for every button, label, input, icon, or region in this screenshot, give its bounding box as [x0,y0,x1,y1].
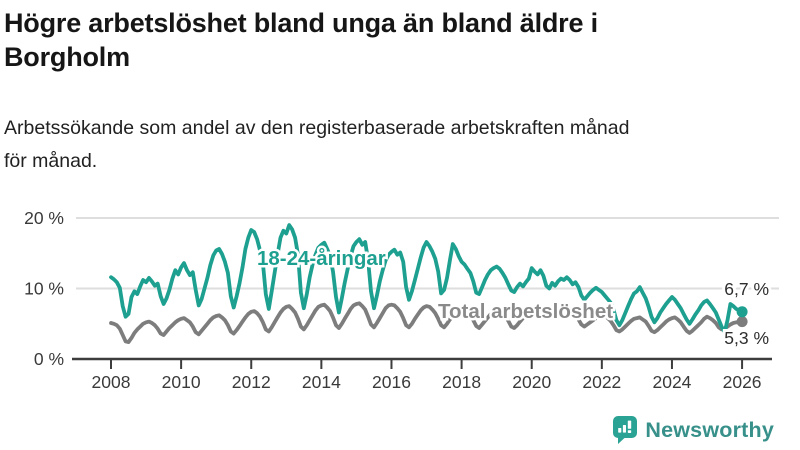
series-label-total: Total arbetslöshet [438,300,613,323]
chart-subtitle: Arbetssökande som andel av den registerb… [4,112,784,178]
x-axis-tick-label: 2010 [162,372,201,392]
newsworthy-bubble-bars-icon [613,416,638,444]
y-gridlines [76,217,779,290]
x-axis-tick-label: 2024 [652,372,691,392]
newsworthy-logo[interactable]: Newsworthy [612,413,774,447]
chart-title-line2: Borgholm [4,42,130,72]
x-axis-tick-label: 2014 [302,372,341,392]
end-value-label-youth: 6,7 % [724,279,769,299]
x-axis-labels: 2008 2010 2012 2014 2016 2018 2020 2022 2024 2026 [92,372,762,392]
series-label-youth: 18-24-åringar [257,247,386,270]
newsworthy-logo-text: Newsworthy [645,417,774,442]
y-axis-labels: 0 % 10 % 20 % [24,208,64,369]
chart-subtitle-line2: för månad. [4,150,98,172]
x-axis-ticks [110,359,744,369]
chart-title: Högre arbetslöshet bland unga än bland ä… [4,6,784,74]
y-axis-tick-label: 10 % [24,279,64,299]
series-endpoint-total [736,316,748,328]
x-axis-tick-label: 2016 [372,372,411,392]
x-axis-tick-label: 2026 [723,372,762,392]
x-axis-tick-label: 2020 [512,372,551,392]
x-axis-tick-label: 2022 [582,372,621,392]
chart-title-line1: Högre arbetslöshet bland unga än bland ä… [4,8,598,38]
chart-subtitle-line1: Arbetssökande som andel av den registerb… [4,117,630,139]
y-axis-tick-label: 0 % [34,349,64,369]
end-value-label-total: 5,3 % [724,328,769,348]
x-axis-tick-label: 2018 [442,372,481,392]
series-endpoint-youth [736,306,748,318]
series-line-youth [109,223,744,335]
series-line-total [109,301,744,345]
x-axis-tick-label: 2008 [92,372,131,392]
y-axis-tick-label: 20 % [24,208,64,228]
x-axis-tick-label: 2012 [232,372,271,392]
